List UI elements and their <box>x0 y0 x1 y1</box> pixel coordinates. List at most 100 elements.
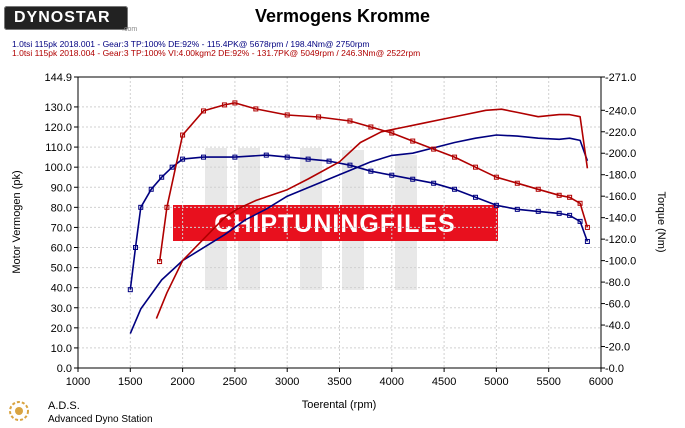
run-legend-tuned: 1.0tsi 115pk 2018.004 - Gear:3 TP:100% V… <box>12 48 421 58</box>
logo-text: DYNOSTAR <box>14 9 111 26</box>
ads-logo-icon <box>9 401 29 421</box>
y-left-tick-label: 110.0 <box>45 142 72 154</box>
footer-name: A.D.S. <box>48 400 80 412</box>
power-marker <box>326 158 332 164</box>
y-right-tick-label: -200.0 <box>605 148 636 160</box>
x-tick-label: 6000 <box>589 376 613 388</box>
series-layer <box>127 100 590 334</box>
power-marker <box>472 194 478 200</box>
power-marker <box>567 212 573 218</box>
y-left-tick-label: 120.0 <box>44 122 72 134</box>
y-left-tick-label: 20.0 <box>51 323 72 335</box>
y-right-tick-label: -60.0 <box>605 299 630 311</box>
y-right-tick-label: -100.0 <box>605 256 636 268</box>
power-marker <box>431 180 437 186</box>
y-left-tick-label: 100.0 <box>44 162 72 174</box>
footer-subtitle: Advanced Dyno Station <box>48 414 153 425</box>
y-left-tick-label: 10.0 <box>51 343 72 355</box>
power-marker <box>556 192 562 198</box>
power-marker <box>410 138 416 144</box>
y-left-tick-label: 50.0 <box>51 263 72 275</box>
power-marker <box>347 118 353 124</box>
power-marker <box>263 152 269 158</box>
power-marker <box>221 102 227 108</box>
y-left-tick-label: 70.0 <box>51 222 72 234</box>
power-marker <box>305 156 311 162</box>
y-left-tick-label: 80.0 <box>51 202 72 214</box>
y-left-tick-label: 144.9 <box>44 72 72 84</box>
power-marker <box>316 114 322 120</box>
torque-curve-2 <box>155 108 589 319</box>
power-marker <box>138 204 144 210</box>
power-curve-3 <box>158 102 589 262</box>
power-marker <box>535 208 541 214</box>
power-marker <box>514 180 520 186</box>
power-marker <box>577 200 583 206</box>
power-marker <box>556 210 562 216</box>
x-tick-label: 2000 <box>170 376 194 388</box>
power-marker <box>514 206 520 212</box>
x-tick-label: 3000 <box>275 376 299 388</box>
power-marker <box>389 130 395 136</box>
x-tick-label: 1000 <box>66 376 90 388</box>
power-curve-1 <box>129 154 589 290</box>
logo-suffix: .com <box>122 26 138 33</box>
power-marker <box>584 238 590 244</box>
y-right-tick-label: -80.0 <box>605 277 630 289</box>
power-marker <box>389 172 395 178</box>
x-tick-label: 2500 <box>223 376 247 388</box>
power-marker <box>232 100 238 106</box>
y-left-tick-label: 60.0 <box>51 243 72 255</box>
power-marker <box>201 108 207 114</box>
y-right-tick-label: -160.0 <box>605 191 636 203</box>
power-marker <box>253 106 259 112</box>
power-marker <box>493 202 499 208</box>
power-marker <box>180 156 186 162</box>
power-marker <box>452 186 458 192</box>
y-right-tick-label: -180.0 <box>605 170 636 182</box>
power-marker <box>133 245 139 251</box>
y-right-tick-label: -140.0 <box>605 213 636 225</box>
power-marker <box>127 287 133 293</box>
power-marker <box>493 174 499 180</box>
chart-title: Vermogens Kromme <box>254 6 431 26</box>
power-marker <box>201 154 207 160</box>
grid <box>78 77 601 368</box>
power-marker <box>232 154 238 160</box>
watermark: CHIPTUNINGFILES <box>173 148 498 290</box>
power-marker <box>410 176 416 182</box>
y-right-tick-label: -20.0 <box>605 342 630 354</box>
y-left-tick-label: 0.0 <box>57 363 72 375</box>
power-marker <box>567 194 573 200</box>
y-left-tick-label: 90.0 <box>51 182 72 194</box>
power-marker <box>157 259 163 265</box>
x-axis-label: Toerental (rpm) <box>302 399 377 411</box>
power-marker <box>368 124 374 130</box>
y-right-tick-label: -40.0 <box>605 320 630 332</box>
x-tick-label: 1500 <box>118 376 142 388</box>
power-marker <box>169 164 175 170</box>
x-tick-label: 4000 <box>380 376 404 388</box>
power-marker <box>148 186 154 192</box>
power-marker <box>584 224 590 230</box>
x-tick-label: 5500 <box>536 376 560 388</box>
power-marker <box>284 112 290 118</box>
y-axis-right-label: Torque (Nm) <box>655 191 667 252</box>
power-marker <box>368 168 374 174</box>
y-right-tick-label: -240.0 <box>605 105 636 117</box>
y-left-tick-label: 130.0 <box>44 102 72 114</box>
watermark-text: CHIPTUNINGFILES <box>214 210 455 238</box>
run-legend-stock: 1.0tsi 115pk 2018.001 - Gear:3 TP:100% D… <box>12 39 370 49</box>
y-right-tick-label: -271.0 <box>605 72 636 84</box>
power-marker <box>284 154 290 160</box>
power-marker <box>452 154 458 160</box>
plot-frame <box>77 76 602 369</box>
x-tick-label: 4500 <box>432 376 456 388</box>
power-marker <box>164 204 170 210</box>
power-marker <box>347 162 353 168</box>
y-right-tick-label: -0.0 <box>605 363 624 375</box>
x-tick-label: 5000 <box>484 376 508 388</box>
y-axis-left-label: Motor Vermogen (pk) <box>11 170 23 273</box>
power-marker <box>159 174 165 180</box>
